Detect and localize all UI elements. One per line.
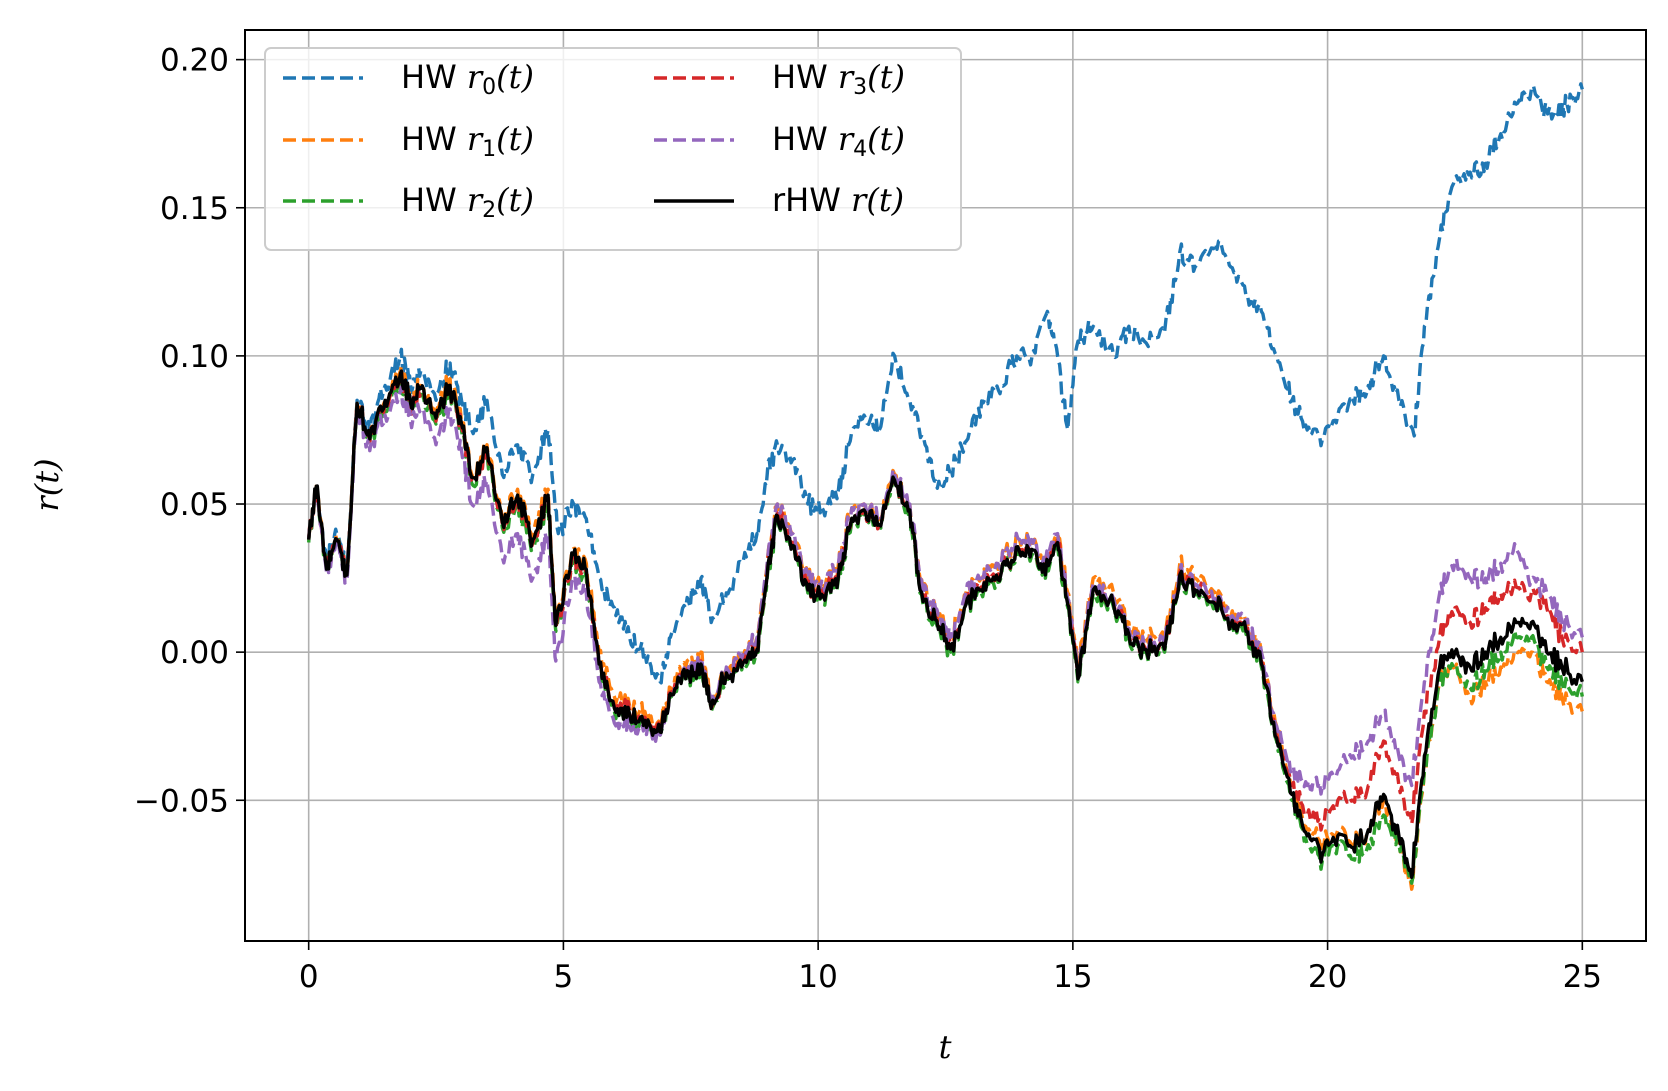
legend-subscript: 1 bbox=[482, 137, 496, 162]
legend-var: r bbox=[851, 181, 868, 219]
y-tick-label: 0.20 bbox=[160, 43, 229, 79]
legend-prefix: HW bbox=[401, 58, 467, 96]
plot-frame bbox=[244, 29, 1647, 942]
legend-prefix: HW bbox=[772, 58, 838, 96]
legend-label-4: HW r4(t) bbox=[772, 120, 905, 162]
series-line-5 bbox=[307, 369, 1584, 879]
legend-var: r bbox=[838, 120, 855, 158]
legend-prefix: HW bbox=[401, 120, 467, 158]
legend-prefix: HW bbox=[772, 120, 838, 158]
x-tick-label: 10 bbox=[798, 959, 837, 995]
y-axis-label: r(t) bbox=[28, 458, 66, 511]
y-tick-label: −0.05 bbox=[134, 783, 229, 819]
y-tick-label: 0.10 bbox=[160, 339, 229, 375]
legend-var: r bbox=[467, 181, 484, 219]
legend-subscript: 2 bbox=[482, 198, 496, 223]
x-tick-label: 15 bbox=[1053, 959, 1092, 995]
legend-suffix: (t) bbox=[867, 120, 905, 158]
series-lines bbox=[307, 82, 1584, 891]
legend-subscript: 3 bbox=[853, 75, 867, 100]
legend-box bbox=[264, 47, 962, 251]
legend-label-5: rHW r(t) bbox=[772, 181, 904, 219]
legend-label-1: HW r1(t) bbox=[401, 120, 534, 162]
legend-suffix: (t) bbox=[867, 58, 905, 96]
legend-label-2: HW r2(t) bbox=[401, 181, 534, 223]
axis-ticks: 0 5 10 15 20 25−0.050.000.050.100.150.20 bbox=[134, 43, 1602, 995]
x-tick-label: 0 bbox=[299, 959, 319, 995]
legend-suffix: (t) bbox=[866, 181, 904, 219]
legend-subscript: 0 bbox=[482, 75, 496, 100]
legend-prefix: HW bbox=[401, 181, 467, 219]
x-tick-label: 20 bbox=[1308, 959, 1347, 995]
legend-var: r bbox=[467, 58, 484, 96]
legend-label-0: HW r0(t) bbox=[401, 58, 534, 100]
legend-prefix: rHW bbox=[772, 181, 851, 219]
y-tick-label: 0.05 bbox=[160, 487, 229, 523]
series-line-0 bbox=[307, 82, 1584, 685]
legend-var: r bbox=[467, 120, 484, 158]
legend-var: r bbox=[838, 58, 855, 96]
legend: HW r0(t)HW r1(t)HW r2(t)HW r3(t)HW r4(t)… bbox=[264, 47, 962, 251]
legend-label-3: HW r3(t) bbox=[772, 58, 905, 100]
x-tick-label: 25 bbox=[1563, 959, 1602, 995]
legend-suffix: (t) bbox=[496, 120, 534, 158]
y-tick-label: 0.00 bbox=[160, 635, 229, 671]
legend-suffix: (t) bbox=[496, 181, 534, 219]
legend-subscript: 4 bbox=[853, 137, 867, 162]
x-axis-label: t bbox=[939, 1028, 952, 1066]
y-tick-label: 0.15 bbox=[160, 191, 229, 227]
legend-suffix: (t) bbox=[496, 58, 534, 96]
x-tick-label: 5 bbox=[554, 959, 574, 995]
